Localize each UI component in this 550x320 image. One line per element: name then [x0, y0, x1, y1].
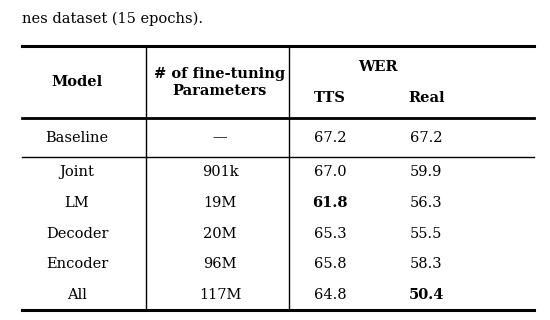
Text: 67.0: 67.0 — [314, 165, 346, 179]
Text: 64.8: 64.8 — [314, 288, 346, 302]
Text: 50.4: 50.4 — [409, 288, 444, 302]
Text: 58.3: 58.3 — [410, 257, 443, 271]
Text: 19M: 19M — [204, 196, 236, 210]
Text: WER: WER — [358, 60, 398, 74]
Text: 901k: 901k — [202, 165, 238, 179]
Text: TTS: TTS — [314, 91, 346, 105]
Text: 61.8: 61.8 — [312, 196, 348, 210]
Text: Joint: Joint — [59, 165, 95, 179]
Text: # of fine-tuning
Parameters: # of fine-tuning Parameters — [155, 67, 285, 98]
Text: 67.2: 67.2 — [314, 131, 346, 145]
Text: 117M: 117M — [199, 288, 241, 302]
Text: 65.8: 65.8 — [314, 257, 346, 271]
Text: 20M: 20M — [204, 227, 236, 241]
Text: 59.9: 59.9 — [410, 165, 442, 179]
Text: 55.5: 55.5 — [410, 227, 442, 241]
Text: Decoder: Decoder — [46, 227, 108, 241]
Text: —: — — [213, 131, 227, 145]
Text: Baseline: Baseline — [46, 131, 108, 145]
Text: Encoder: Encoder — [46, 257, 108, 271]
Text: 65.3: 65.3 — [314, 227, 346, 241]
Text: Model: Model — [51, 76, 103, 89]
Text: All: All — [67, 288, 87, 302]
Text: LM: LM — [65, 196, 89, 210]
Text: Real: Real — [408, 91, 444, 105]
Text: 67.2: 67.2 — [410, 131, 443, 145]
Text: nes dataset (15 epochs).: nes dataset (15 epochs). — [22, 11, 203, 26]
Text: 56.3: 56.3 — [410, 196, 443, 210]
Text: 96M: 96M — [204, 257, 236, 271]
